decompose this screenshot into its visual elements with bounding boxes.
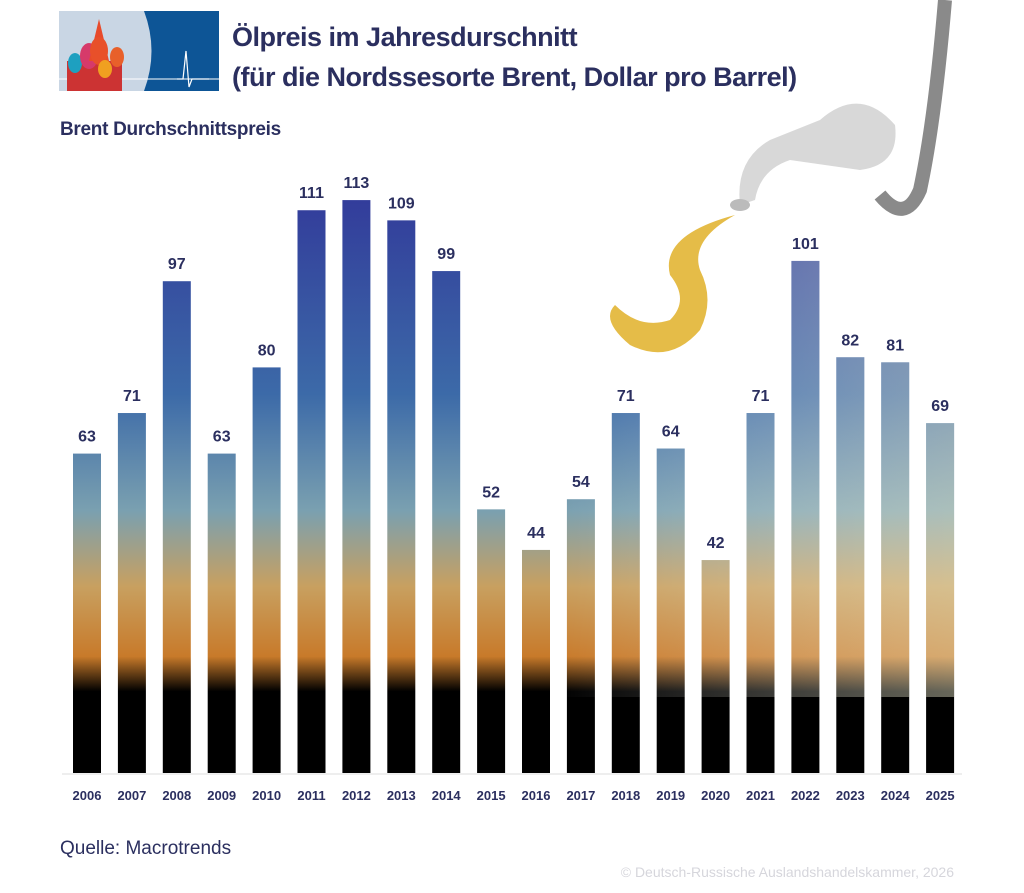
bar-overlay [566,499,595,697]
value-label: 109 [388,195,415,212]
x-tick-label: 2010 [252,788,281,803]
bar-overlay [611,413,640,697]
x-tick-label: 2017 [566,788,595,803]
source-note: Quelle: Macrotrends [60,838,232,859]
bar-overlay [522,549,550,697]
x-tick-label: 2018 [611,788,640,803]
value-label: 63 [213,429,231,446]
x-tick-label: 2009 [207,788,236,803]
title-line-1: Ölpreis im Jahresdurschnitt [232,22,578,52]
value-label: 63 [78,429,96,446]
chart-subtitle: Brent Durchschnittspreis [60,119,281,140]
value-label: 97 [168,256,186,273]
value-label: 52 [482,484,500,501]
x-tick-label: 2007 [117,788,146,803]
x-tick-label: 2023 [836,788,865,803]
copyright-note: © Deutsch-Russische Auslandshandelskamme… [620,864,954,880]
x-tick-label: 2025 [926,788,955,803]
value-label: 44 [527,525,545,542]
x-tick-label: 2011 [297,788,325,803]
bar-overlay [656,448,685,697]
bar-overlay [342,200,371,697]
bar-overlay [881,362,910,697]
value-label: 69 [931,398,949,415]
value-label: 111 [299,185,324,202]
value-label: 80 [258,342,276,359]
x-tick-label: 2012 [342,788,371,803]
bar-overlay [73,453,101,697]
bar-overlay [477,509,506,697]
bar-overlay [432,271,461,697]
logo [59,11,219,91]
bar-overlay [297,210,326,698]
x-tick-label: 2006 [73,788,102,803]
value-label: 81 [886,337,904,354]
oil-splash-illustration [610,215,735,353]
title-line-2: (für die Nordssesorte Brent, Dollar pro … [232,62,797,92]
bar-overlay [117,413,146,697]
value-label: 101 [792,236,819,253]
value-label: 64 [662,424,680,441]
x-tick-label: 2016 [522,788,551,803]
bar-overlay [836,357,865,697]
x-tick-label: 2021 [746,788,775,803]
bar-overlay [926,423,955,697]
value-label: 71 [752,388,770,405]
bar-overlay [207,453,236,697]
bar-overlay [746,413,775,697]
x-tick-label: 2020 [701,788,730,803]
bar-overlay [162,281,191,697]
value-label: 99 [437,246,455,263]
fuel-nozzle-illustration [730,0,952,216]
x-tick-label: 2022 [791,788,820,803]
x-tick-label: 2014 [432,788,462,803]
value-label: 42 [707,535,725,552]
value-label: 82 [841,332,859,349]
value-label: 71 [617,388,635,405]
x-tick-label: 2015 [477,788,506,803]
x-tick-label: 2019 [656,788,685,803]
bar-overlay [791,260,820,697]
bar-overlay [252,367,281,697]
x-tick-label: 2013 [387,788,416,803]
value-label: 113 [343,175,369,192]
x-tick-label: 2024 [881,788,911,803]
x-tick-label: 2008 [162,788,191,803]
bar-overlay [701,560,730,697]
value-label: 71 [123,388,141,405]
bar-overlay [387,220,416,697]
value-label: 54 [572,474,590,491]
